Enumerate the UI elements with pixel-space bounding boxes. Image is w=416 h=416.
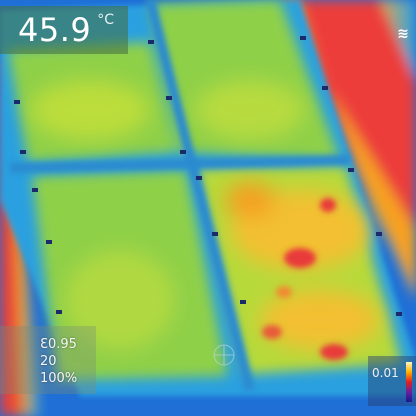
flir-logo-icon: ≋ [397,26,409,42]
temperature-value: 45.9 [18,11,92,49]
scale-value: 0.01 [372,366,399,380]
camera-parameters: Ɛ0.95 20 100% [0,326,96,394]
humidity-value: 100% [40,371,78,386]
crosshair-watermark [213,344,235,366]
panel-joints [9,0,351,392]
reflected-temp-value: 20 [40,354,57,369]
mounting-clamps [14,36,402,316]
color-scale: 0.01 [368,356,416,406]
temperature-readout: 45.9 °C [0,6,129,54]
warm-patches [30,80,380,350]
scale-bar [406,362,412,402]
temperature-unit: °C [97,12,115,28]
emissivity-value: Ɛ0.95 [40,337,77,352]
hot-spots [262,198,348,360]
